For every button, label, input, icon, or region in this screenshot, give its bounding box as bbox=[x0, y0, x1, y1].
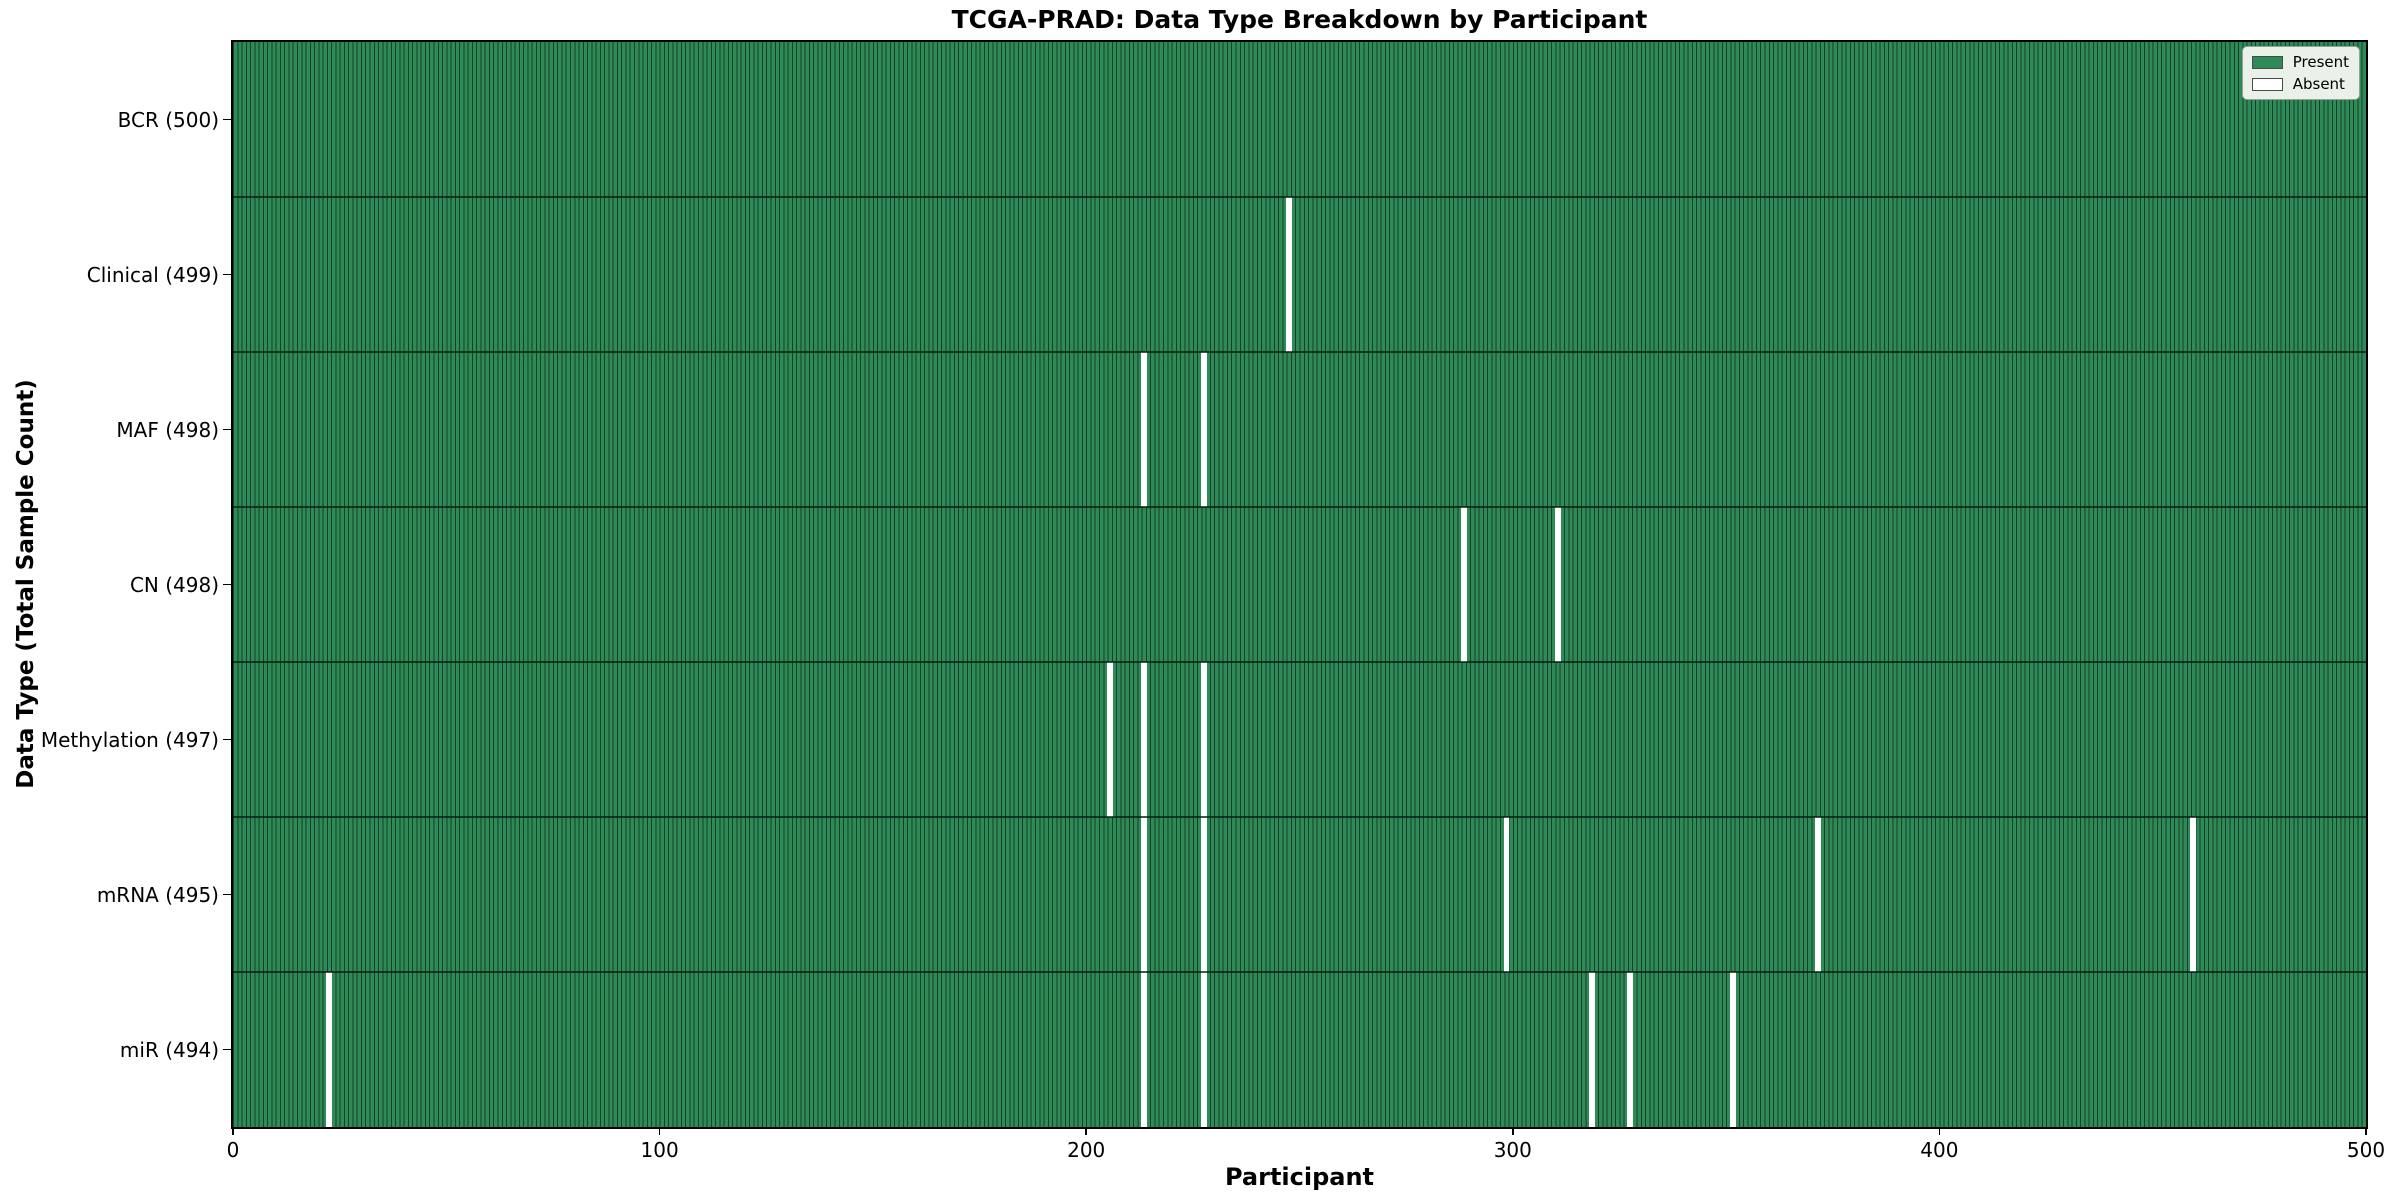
x-tick-mark bbox=[1938, 1127, 1941, 1135]
absent-gap bbox=[1106, 662, 1113, 817]
absent-gap bbox=[326, 972, 332, 1127]
x-tick-label: 200 bbox=[1067, 1138, 1106, 1162]
legend-swatch-present bbox=[2251, 55, 2283, 69]
absent-gap bbox=[1200, 817, 1207, 972]
row-separator bbox=[233, 351, 2366, 353]
y-tick-label: MAF (498) bbox=[116, 417, 219, 442]
plot-area bbox=[231, 40, 2368, 1129]
y-tick-mark bbox=[223, 273, 231, 276]
chart-title: TCGA-PRAD: Data Type Breakdown by Partic… bbox=[951, 5, 1648, 34]
absent-gap bbox=[1554, 507, 1561, 662]
legend-label: Present bbox=[2292, 53, 2349, 71]
y-tick-label: Clinical (499) bbox=[86, 262, 219, 287]
absent-gap bbox=[1140, 662, 1147, 817]
x-tick-label: 0 bbox=[226, 1138, 240, 1162]
y-tick-mark bbox=[223, 428, 231, 431]
absent-gap bbox=[1503, 817, 1510, 972]
row-clinical bbox=[233, 197, 2366, 352]
y-tick-mark bbox=[223, 738, 231, 741]
legend-swatch-absent bbox=[2251, 77, 2283, 91]
absent-gap bbox=[1140, 817, 1147, 972]
row-bcr bbox=[233, 42, 2366, 197]
legend: Present Absent bbox=[2241, 46, 2360, 100]
y-tick-label: CN (498) bbox=[129, 572, 219, 597]
absent-gap bbox=[2190, 817, 2197, 972]
absent-gap bbox=[1814, 817, 1821, 972]
absent-gap bbox=[1588, 972, 1595, 1127]
absent-gap bbox=[1200, 352, 1207, 507]
legend-item-present: Present bbox=[2251, 53, 2349, 71]
y-tick-label: miR (494) bbox=[119, 1037, 219, 1062]
legend-label: Absent bbox=[2292, 75, 2345, 93]
row-mir bbox=[233, 972, 2366, 1127]
absent-gap bbox=[1200, 662, 1207, 817]
row-maf bbox=[233, 352, 2366, 507]
absent-gap bbox=[1627, 972, 1634, 1127]
y-tick-mark bbox=[223, 893, 231, 896]
y-tick-mark bbox=[223, 1048, 231, 1051]
row-mrna bbox=[233, 817, 2366, 972]
row-separator bbox=[233, 816, 2366, 818]
absent-gap bbox=[1460, 507, 1467, 662]
x-tick-label: 100 bbox=[640, 1138, 679, 1162]
y-tick-mark bbox=[223, 118, 231, 121]
row-separator bbox=[233, 971, 2366, 973]
x-tick-mark bbox=[1085, 1127, 1087, 1135]
x-tick-mark bbox=[658, 1127, 661, 1135]
absent-gap bbox=[1286, 197, 1292, 352]
absent-gap bbox=[1140, 352, 1147, 507]
x-tick-mark bbox=[1512, 1127, 1514, 1135]
row-methylation bbox=[233, 662, 2366, 817]
y-tick-label: mRNA (495) bbox=[96, 882, 219, 907]
y-tick-label: Methylation (497) bbox=[40, 727, 219, 752]
row-cn bbox=[233, 507, 2366, 662]
x-tick-label: 300 bbox=[1493, 1138, 1532, 1162]
absent-gap bbox=[1140, 972, 1147, 1127]
y-tick-mark bbox=[223, 583, 231, 586]
legend-item-absent: Absent bbox=[2251, 75, 2349, 93]
x-axis-label: Participant bbox=[1224, 1163, 1375, 1191]
y-tick-label: BCR (500) bbox=[117, 107, 219, 132]
absent-gap bbox=[1200, 972, 1207, 1127]
row-separator bbox=[233, 661, 2366, 663]
row-separator bbox=[233, 506, 2366, 508]
x-tick-mark bbox=[2365, 1127, 2367, 1135]
x-tick-mark bbox=[232, 1127, 234, 1135]
row-separator bbox=[233, 196, 2366, 198]
x-tick-label: 500 bbox=[2346, 1138, 2386, 1162]
x-tick-label: 400 bbox=[1920, 1138, 1959, 1162]
absent-gap bbox=[1729, 972, 1736, 1127]
